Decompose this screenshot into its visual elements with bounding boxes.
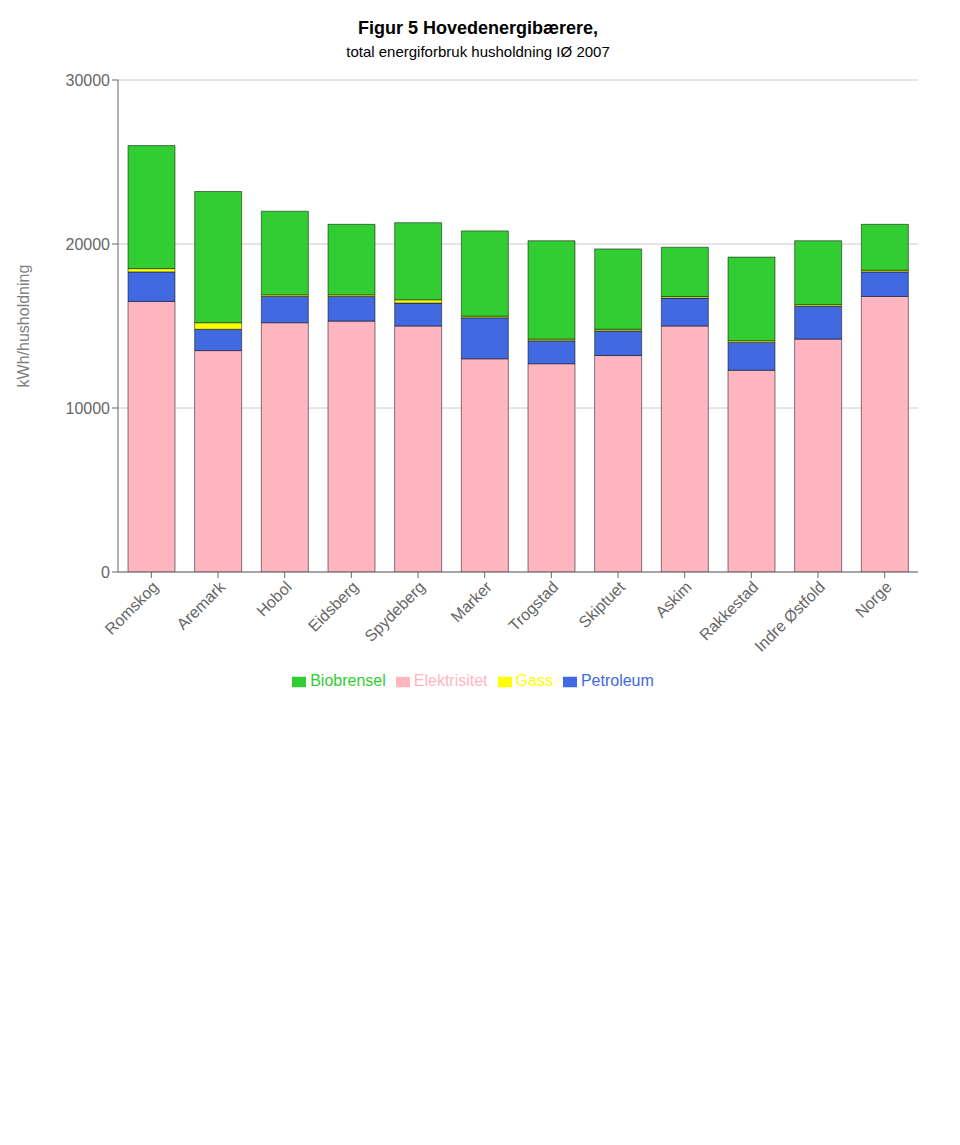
svg-text:20000: 20000 [66, 236, 111, 253]
svg-text:Spydeberg: Spydeberg [361, 578, 428, 645]
svg-text:10000: 10000 [66, 400, 111, 417]
html-text:Gass: Gass [515, 672, 553, 689]
svg-text:Rakkestad: Rakkestad [696, 578, 761, 643]
svg-text:Romskog: Romskog [102, 578, 162, 638]
svg-text:Skiptuet: Skiptuet [575, 578, 628, 631]
svg-text:Indre Østfold: Indre Østfold [751, 578, 828, 655]
svg-text:30000: 30000 [66, 72, 111, 89]
html-text:Petroleum: Petroleum [580, 672, 654, 689]
svg-text:Aremark: Aremark [173, 577, 228, 632]
svg-text:Norge: Norge [852, 578, 895, 621]
svg-text:Hobol: Hobol [253, 578, 295, 620]
svg-text:Marker: Marker [448, 578, 496, 626]
svg-text:Trogstad: Trogstad [505, 578, 561, 634]
html-text:total energiforbruk husholdnin: total energiforbruk husholdning IØ 2007 [346, 43, 610, 60]
html-text:Elektrisitet: Elektrisitet [413, 672, 488, 689]
svg-text:Askim: Askim [652, 578, 695, 621]
svg-text:kWh/husholdning: kWh/husholdning [15, 265, 32, 388]
html-text:Figur 5 Hovedenergibærere,: Figur 5 Hovedenergibærere, [358, 18, 598, 38]
svg-text:Eidsberg: Eidsberg [305, 578, 362, 635]
svg-text:0: 0 [101, 564, 110, 581]
html-text:Biobrensel: Biobrensel [310, 672, 386, 689]
